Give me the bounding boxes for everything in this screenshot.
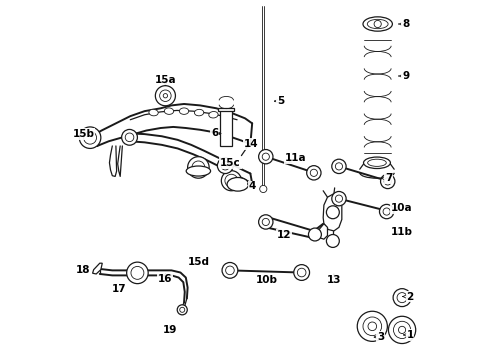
Circle shape	[335, 163, 343, 170]
Text: 15c: 15c	[220, 158, 241, 168]
Text: 18: 18	[75, 265, 90, 275]
Circle shape	[393, 289, 411, 307]
Ellipse shape	[364, 157, 391, 168]
Circle shape	[160, 90, 171, 102]
Text: 3: 3	[377, 332, 384, 342]
Text: 15a: 15a	[154, 75, 176, 85]
Text: 16: 16	[158, 274, 172, 284]
Circle shape	[188, 157, 209, 178]
Circle shape	[379, 204, 394, 219]
Ellipse shape	[368, 159, 386, 166]
Circle shape	[125, 133, 134, 141]
Circle shape	[310, 169, 318, 176]
Polygon shape	[323, 194, 342, 231]
Ellipse shape	[195, 109, 204, 116]
Circle shape	[332, 159, 346, 174]
Circle shape	[155, 86, 175, 106]
Text: 4: 4	[248, 181, 256, 192]
Circle shape	[259, 215, 273, 229]
Circle shape	[79, 127, 101, 148]
Text: 11b: 11b	[391, 227, 413, 237]
Polygon shape	[318, 224, 327, 239]
Ellipse shape	[164, 108, 173, 114]
Circle shape	[368, 322, 377, 330]
Circle shape	[84, 131, 97, 144]
Text: 6: 6	[211, 129, 218, 138]
Circle shape	[393, 321, 411, 338]
Ellipse shape	[149, 109, 158, 116]
Ellipse shape	[186, 166, 211, 176]
Circle shape	[126, 262, 148, 284]
Circle shape	[259, 149, 273, 164]
Text: 2: 2	[406, 292, 414, 302]
Circle shape	[192, 161, 205, 174]
Text: 1: 1	[406, 330, 414, 340]
Text: 9: 9	[402, 71, 409, 81]
Circle shape	[297, 268, 306, 277]
Circle shape	[381, 174, 395, 189]
Circle shape	[180, 307, 185, 312]
Circle shape	[221, 171, 242, 191]
Text: 8: 8	[402, 19, 409, 29]
Circle shape	[357, 311, 388, 341]
Ellipse shape	[209, 112, 218, 118]
Text: 15d: 15d	[187, 257, 209, 267]
Circle shape	[309, 228, 321, 241]
Circle shape	[294, 265, 310, 280]
Circle shape	[221, 161, 230, 170]
Circle shape	[384, 178, 392, 185]
Circle shape	[363, 317, 382, 336]
Circle shape	[222, 262, 238, 278]
Text: 13: 13	[327, 275, 341, 285]
Ellipse shape	[179, 108, 189, 114]
Circle shape	[383, 208, 390, 215]
Circle shape	[225, 266, 234, 275]
Circle shape	[335, 195, 343, 202]
Circle shape	[262, 153, 270, 160]
Circle shape	[218, 158, 233, 174]
Circle shape	[332, 192, 346, 206]
Circle shape	[260, 185, 267, 193]
Circle shape	[398, 326, 406, 333]
Ellipse shape	[368, 19, 388, 29]
Polygon shape	[218, 108, 234, 111]
Polygon shape	[93, 263, 102, 274]
Text: 10b: 10b	[255, 275, 277, 285]
Circle shape	[262, 219, 270, 226]
Text: 10a: 10a	[391, 203, 413, 213]
Circle shape	[326, 206, 339, 219]
Circle shape	[374, 21, 381, 28]
Circle shape	[177, 305, 187, 315]
Text: 14: 14	[244, 139, 259, 149]
Text: 11a: 11a	[284, 153, 306, 163]
Text: 5: 5	[277, 96, 285, 106]
Ellipse shape	[363, 17, 392, 31]
Circle shape	[131, 266, 144, 279]
Circle shape	[122, 130, 137, 145]
Circle shape	[326, 234, 339, 247]
Text: 7: 7	[385, 173, 392, 183]
Ellipse shape	[227, 177, 248, 191]
Text: 17: 17	[111, 284, 126, 294]
Text: 12: 12	[276, 230, 291, 239]
Circle shape	[307, 166, 321, 180]
Polygon shape	[220, 110, 232, 146]
Text: 15b: 15b	[73, 129, 95, 139]
Text: 19: 19	[163, 325, 177, 335]
Circle shape	[225, 174, 238, 187]
Circle shape	[163, 94, 168, 98]
Circle shape	[389, 316, 416, 343]
Circle shape	[397, 293, 407, 303]
